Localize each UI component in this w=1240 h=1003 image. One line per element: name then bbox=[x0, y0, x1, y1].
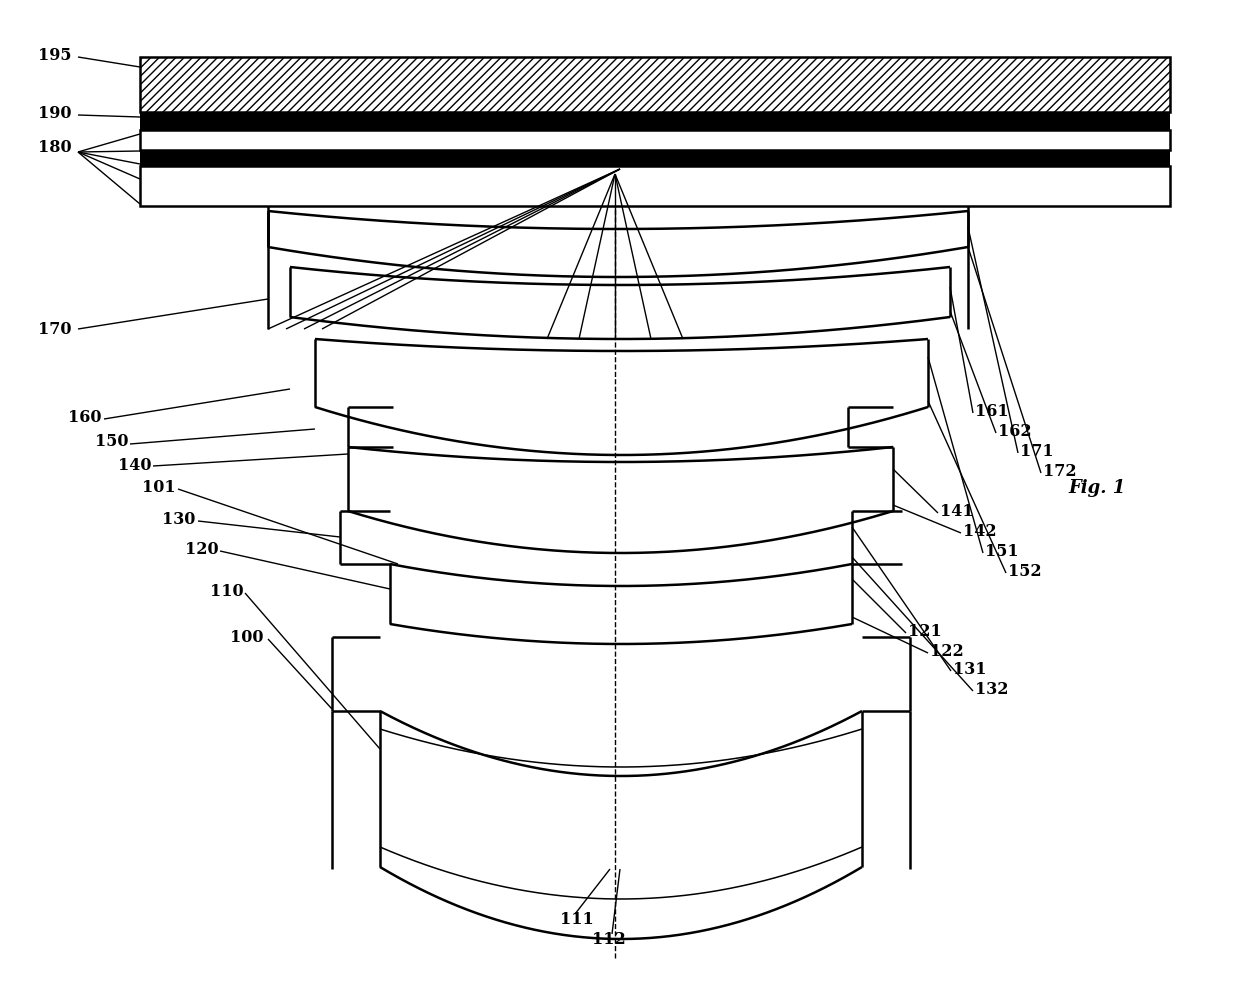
Text: 111: 111 bbox=[560, 911, 594, 928]
Text: 172: 172 bbox=[1043, 463, 1076, 480]
Text: 101: 101 bbox=[143, 479, 176, 496]
Bar bbox=[140, 130, 1171, 150]
Text: 171: 171 bbox=[1021, 443, 1054, 460]
Text: 100: 100 bbox=[229, 629, 264, 646]
Bar bbox=[140, 166, 1171, 207]
Text: 162: 162 bbox=[998, 423, 1032, 440]
Text: 141: 141 bbox=[940, 503, 973, 520]
Bar bbox=[140, 113, 1171, 130]
Text: 120: 120 bbox=[185, 541, 218, 558]
Text: 122: 122 bbox=[930, 643, 963, 660]
Text: 140: 140 bbox=[118, 456, 151, 473]
Text: 170: 170 bbox=[38, 321, 72, 338]
Text: 142: 142 bbox=[963, 523, 997, 540]
Text: 190: 190 bbox=[38, 104, 72, 121]
Text: 131: 131 bbox=[954, 661, 987, 678]
Text: 132: 132 bbox=[975, 681, 1008, 698]
Text: 112: 112 bbox=[591, 931, 626, 948]
Text: Fig. 1: Fig. 1 bbox=[1068, 478, 1125, 496]
Text: 180: 180 bbox=[38, 139, 72, 156]
Text: 160: 160 bbox=[68, 409, 102, 426]
Text: 161: 161 bbox=[975, 403, 1008, 420]
Text: 151: 151 bbox=[985, 543, 1018, 560]
Text: 110: 110 bbox=[210, 583, 243, 600]
Text: 121: 121 bbox=[908, 623, 941, 640]
Text: 152: 152 bbox=[1008, 563, 1042, 580]
Text: 130: 130 bbox=[162, 511, 196, 528]
Bar bbox=[140, 150, 1171, 166]
Bar bbox=[140, 58, 1171, 113]
Text: 150: 150 bbox=[95, 433, 129, 450]
Text: 195: 195 bbox=[38, 46, 72, 63]
